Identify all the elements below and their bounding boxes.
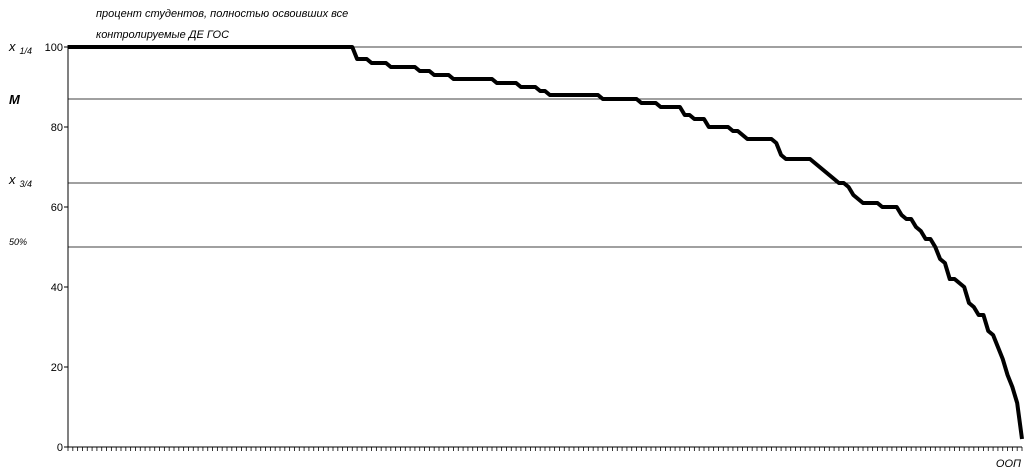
- reference-line-label: x 1/4: [8, 39, 32, 56]
- series-line: [68, 45, 1024, 440]
- y-tick-label: 100: [45, 42, 63, 54]
- reference-line-labels: x 1/4 Mx 3/4 50%: [8, 39, 32, 247]
- chart-title-line-1: процент студентов, полностью освоивших в…: [96, 8, 348, 20]
- y-tick-label: 0: [57, 442, 63, 454]
- chart-title: процент студентов, полностью освоивших в…: [96, 8, 348, 41]
- y-tick-label: 60: [51, 202, 63, 214]
- y-tick-label: 80: [51, 122, 63, 134]
- series-layer: [68, 45, 1024, 440]
- y-tick-label: 40: [51, 282, 63, 294]
- y-axis: 0 20 40 60 80 100: [45, 42, 69, 454]
- y-tick-label: 20: [51, 362, 63, 374]
- reference-line-label: x 3/4: [8, 172, 32, 189]
- reference-lines: [68, 46, 1022, 248]
- x-axis: [67, 446, 1023, 451]
- reference-line-label: M: [9, 92, 21, 107]
- chart-title-line-2: контролируемые ДЕ ГОС: [96, 29, 229, 41]
- x-axis-label: ООП: [996, 458, 1021, 470]
- reference-line-label: 50%: [9, 237, 27, 247]
